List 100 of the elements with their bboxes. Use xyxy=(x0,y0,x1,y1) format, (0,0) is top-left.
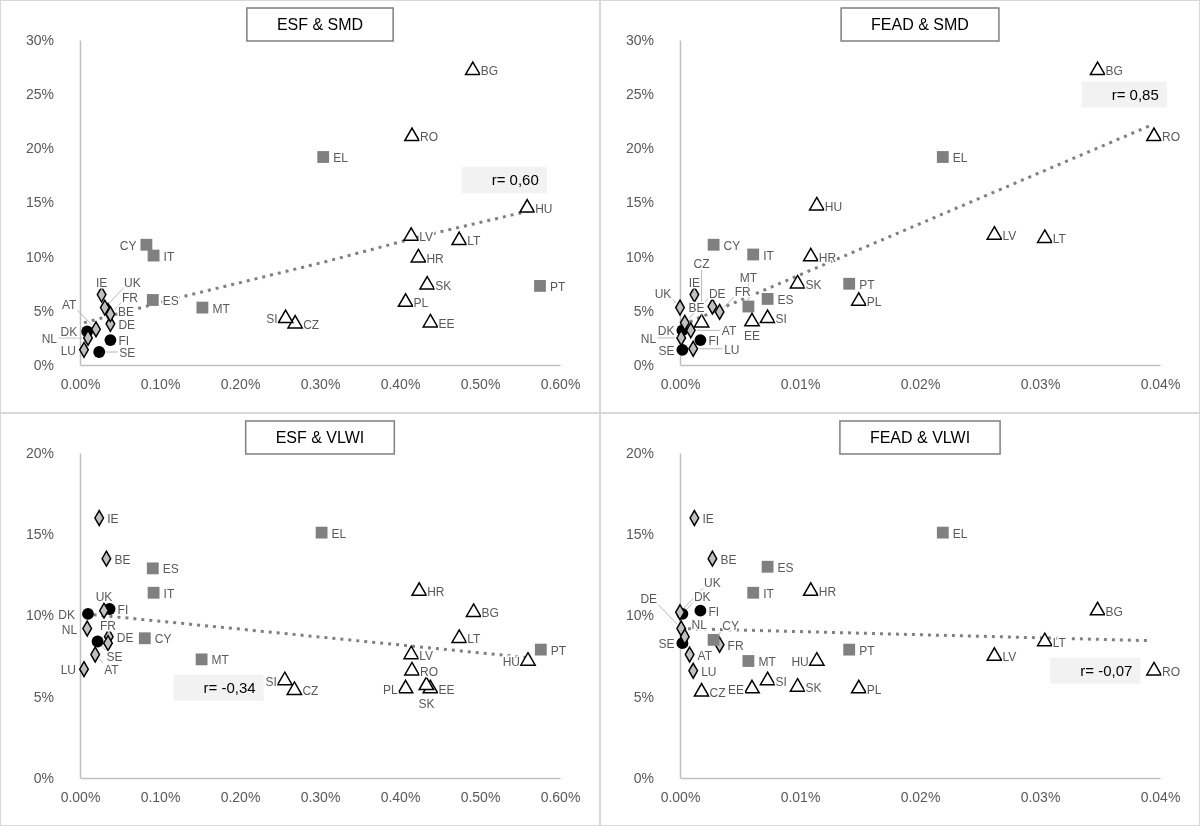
x-tick-label: 0.00% xyxy=(60,375,101,392)
y-tick-label: 15% xyxy=(625,526,654,543)
annotation: BE xyxy=(114,552,131,567)
y-tick-label: 25% xyxy=(25,86,54,103)
x-tick-label: 0.10% xyxy=(140,375,181,392)
y-tick-label: 0% xyxy=(33,356,54,373)
x-tick-label: 0.20% xyxy=(220,788,261,805)
annotation: SE xyxy=(658,343,675,358)
annotation: PT xyxy=(550,643,567,658)
annotation: DE xyxy=(640,592,658,607)
annotation: BG xyxy=(1105,604,1123,619)
annotation: HR xyxy=(427,585,445,600)
annotation: HU xyxy=(824,199,843,214)
annotation: UK xyxy=(124,276,141,291)
annotation: EE xyxy=(743,328,761,343)
x-tick-label: 0.00% xyxy=(660,375,701,392)
annotation: SK xyxy=(805,681,822,695)
annotation: FI xyxy=(117,603,129,617)
annotation: SI xyxy=(775,312,787,327)
chart-title: ESF & VLWI xyxy=(275,429,365,446)
annotation: RO xyxy=(1162,130,1180,145)
x-tick-label: 0.04% xyxy=(1140,788,1181,805)
y-tick-label: 15% xyxy=(25,526,54,543)
annotation: EE xyxy=(438,316,455,331)
y-tick-label: 5% xyxy=(33,302,54,319)
annotation: NL xyxy=(41,331,58,346)
annotation: IE xyxy=(688,275,701,290)
y-tick-label: 20% xyxy=(25,444,54,461)
annotation: LU xyxy=(724,342,740,357)
chart-title: FEAD & VLWI xyxy=(869,429,971,446)
x-tick-label: 0.60% xyxy=(540,788,581,805)
annotation: LU xyxy=(701,664,717,679)
annotation: DK xyxy=(657,324,675,339)
annotation: PT xyxy=(550,279,566,294)
annotation: RO xyxy=(420,130,438,145)
annotation: r= 0,60 xyxy=(491,171,539,189)
x-tick-label: 0.60% xyxy=(540,375,581,392)
annotation: SE xyxy=(658,637,675,652)
annotation: NL xyxy=(691,618,708,633)
annotation: CY xyxy=(154,632,172,647)
annotation: LT xyxy=(467,234,481,249)
annotation: SI xyxy=(775,674,787,689)
annotation: LU xyxy=(60,343,76,358)
annotation: ES xyxy=(777,560,794,575)
annotation: MT xyxy=(758,655,777,669)
annotation: DK xyxy=(58,607,75,622)
x-tick-label: 0.03% xyxy=(1020,375,1061,392)
y-tick-label: 5% xyxy=(33,688,54,705)
x-tick-label: 0.01% xyxy=(780,375,821,392)
y-tick-label: 10% xyxy=(625,607,654,624)
y-tick-label: 20% xyxy=(625,140,654,157)
annotation: EL xyxy=(333,151,349,165)
x-tick-label: 0.50% xyxy=(460,788,501,805)
annotation: IT xyxy=(763,248,775,263)
annotation: r= -0,07 xyxy=(1080,661,1133,679)
annotation: LU xyxy=(60,663,76,678)
annotation: IT xyxy=(163,586,175,601)
annotation: RO xyxy=(420,664,438,679)
x-tick-label: 0.40% xyxy=(380,788,421,805)
annotation: PT xyxy=(859,277,876,292)
annotation: SK xyxy=(435,278,452,293)
annotation: EL xyxy=(331,526,347,541)
annotation: AT xyxy=(104,663,120,678)
annotation: LV xyxy=(419,230,433,245)
annotation: AT xyxy=(62,298,78,313)
annotation: CZ xyxy=(709,685,726,700)
y-tick-label: 0% xyxy=(33,769,54,786)
annotation: HR xyxy=(818,585,837,600)
annotation: CY xyxy=(119,238,137,253)
annotation: IE xyxy=(95,275,108,290)
x-tick-label: 0.20% xyxy=(220,375,261,392)
y-tick-label: 5% xyxy=(633,688,654,705)
y-tick-label: 0% xyxy=(633,769,654,786)
annotation: FI xyxy=(118,334,130,349)
annotation: HU xyxy=(502,655,520,669)
annotation: FI xyxy=(708,604,720,619)
annotation: EE xyxy=(727,682,744,697)
annotation: MT xyxy=(739,270,758,285)
annotation: LV xyxy=(1002,229,1017,243)
annotation: HR xyxy=(818,250,837,265)
y-tick-label: 25% xyxy=(625,86,654,103)
x-tick-label: 0.30% xyxy=(300,788,341,805)
x-tick-label: 0.02% xyxy=(900,375,941,392)
annotation: DE xyxy=(116,630,134,645)
annotation: LT xyxy=(1052,635,1067,650)
x-tick-label: 0.00% xyxy=(60,788,101,805)
annotation: AT xyxy=(721,324,737,339)
annotation: IT xyxy=(163,249,175,264)
y-tick-label: 5% xyxy=(633,302,654,319)
annotation: LV xyxy=(419,648,433,663)
annotation: UK xyxy=(704,576,721,591)
annotation: FI xyxy=(708,334,720,349)
annotation: ES xyxy=(162,562,179,577)
annotation: IT xyxy=(763,586,775,601)
chart-title: FEAD & SMD xyxy=(871,16,969,33)
annotation: NL xyxy=(61,622,78,637)
annotation: DE xyxy=(118,317,136,332)
x-tick-label: 0.01% xyxy=(780,788,821,805)
annotation: IE xyxy=(702,512,714,526)
annotation: MT xyxy=(211,653,230,668)
